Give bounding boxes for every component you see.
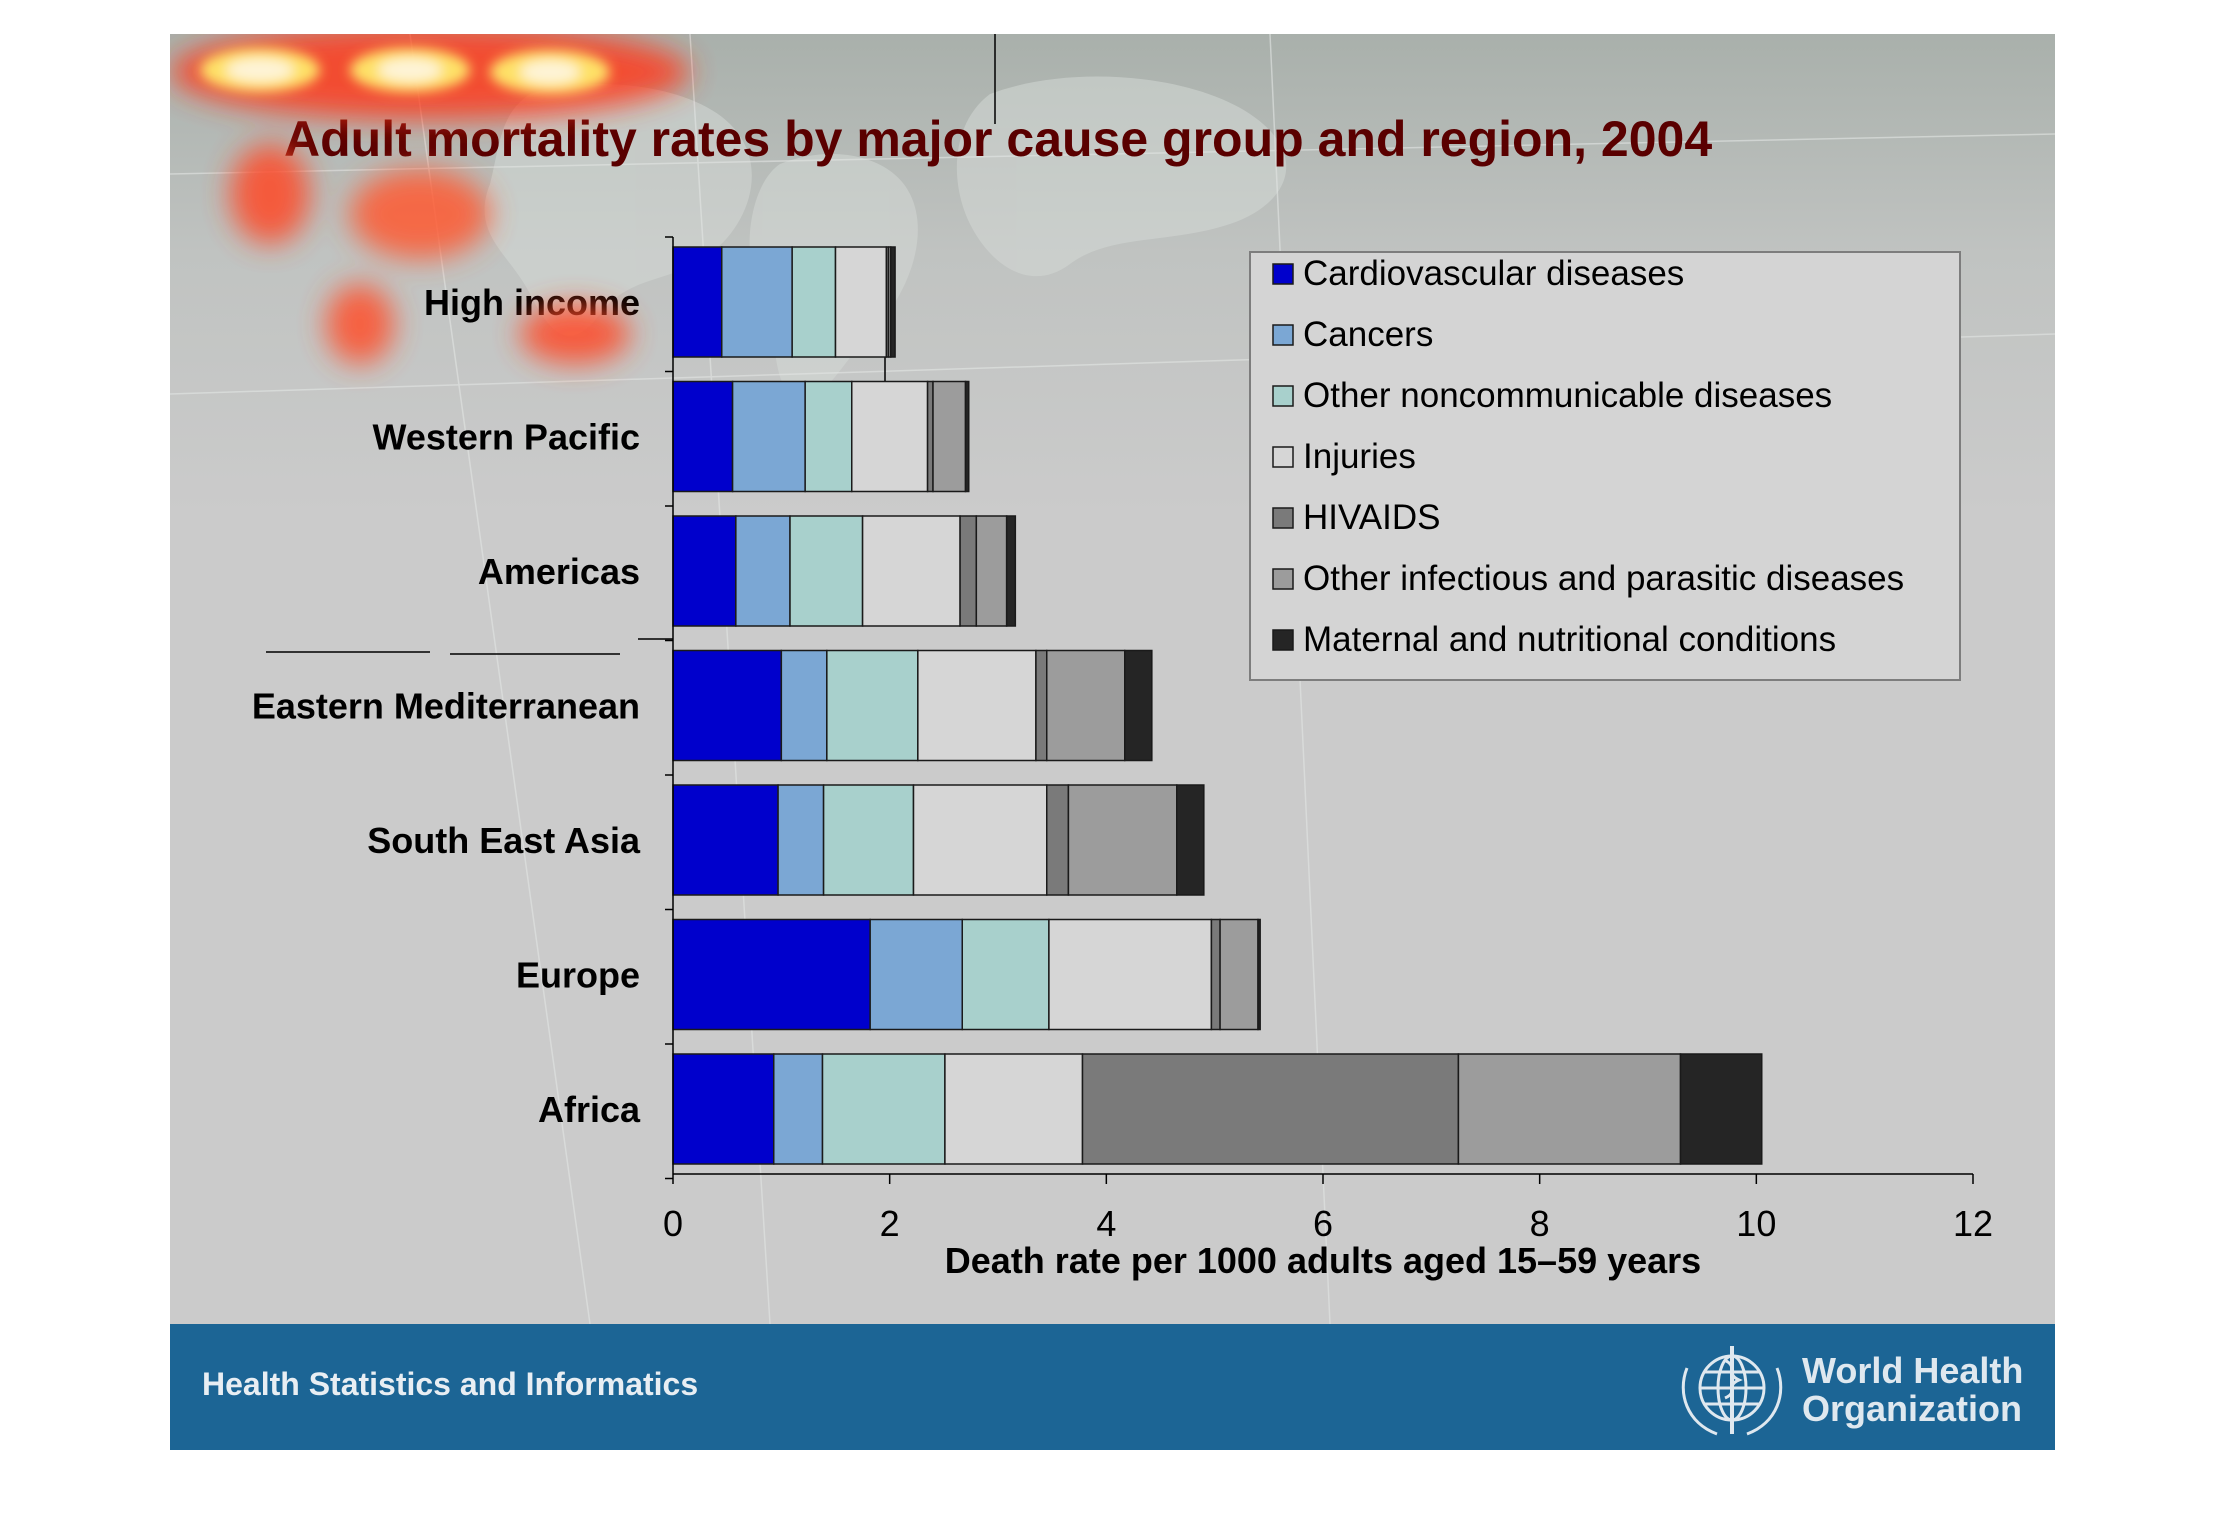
x-axis-label: Death rate per 1000 adults aged 15–59 ye… [945, 1240, 1701, 1281]
bar-segment [975, 515, 1008, 627]
legend-swatch [1272, 629, 1294, 651]
category-label: Western Pacific [373, 417, 640, 458]
bar-segment [672, 246, 723, 358]
bar-segment [1679, 1053, 1763, 1165]
bar-segment [944, 1053, 1084, 1165]
category-label: Eastern Mediterranean [252, 686, 640, 727]
bar-segment [672, 515, 737, 627]
legend-swatch [1272, 568, 1294, 590]
bar-segment [912, 784, 1048, 896]
bar-segment [672, 1053, 775, 1165]
bar-segment [672, 649, 783, 762]
bar-segment [851, 380, 929, 493]
bar-segment [1081, 1053, 1460, 1165]
bar-segment [777, 784, 825, 896]
bar-segment [826, 649, 919, 762]
bar-segment [1067, 784, 1178, 896]
bar-segment [822, 784, 915, 896]
bar-segment [959, 515, 978, 627]
bar-segment [672, 380, 734, 493]
legend-swatch [1272, 446, 1294, 468]
legend-box [1249, 251, 1961, 681]
who-emblem-icon [1681, 1346, 1783, 1436]
bar-segment [821, 1053, 946, 1165]
x-tick-label: 12 [1953, 1203, 1993, 1244]
category-label: Europe [516, 955, 640, 996]
legend-swatch [1272, 507, 1294, 529]
bar-segment [773, 1053, 824, 1165]
footer-department: Health Statistics and Informatics [202, 1366, 699, 1402]
x-tick-label: 8 [1530, 1203, 1550, 1244]
bar-segment [672, 918, 871, 1031]
x-tick-label: 10 [1736, 1203, 1776, 1244]
bar-segment [672, 784, 779, 896]
who-wordmark: World Health Organization [1802, 1352, 2023, 1428]
category-label: Americas [478, 551, 640, 592]
bar-segment [1210, 918, 1221, 1031]
bar-segment [1035, 649, 1048, 762]
x-tick-label: 4 [1096, 1203, 1116, 1244]
bar-segment [1257, 918, 1261, 1031]
bar-segment [1046, 649, 1126, 762]
bar-segment [1046, 784, 1070, 896]
x-tick-label: 2 [880, 1203, 900, 1244]
who-wordmark-line1: World Health [1802, 1350, 2024, 1391]
bar-segment [1219, 918, 1259, 1031]
legend-swatch [1272, 263, 1294, 285]
bar-segment [804, 380, 853, 493]
bar-segment [890, 246, 896, 358]
legend-label: Maternal and nutritional conditions [1303, 620, 1836, 659]
legend-label: Cardiovascular diseases [1303, 254, 1684, 293]
bar-segment [869, 918, 964, 1031]
chart-title: Adult mortality rates by major cause gro… [284, 111, 1712, 167]
bar-segment [1048, 918, 1213, 1031]
bar-segment [932, 380, 967, 493]
legend: Cardiovascular diseases Cancers Other nonc… [1249, 251, 1961, 681]
bar-segment [1005, 515, 1017, 627]
slide: Adult mortality rates by major cause gro… [170, 34, 2055, 1450]
bar-segment [789, 515, 864, 627]
bar-segment [964, 380, 970, 493]
who-wordmark-line2: Organization [1802, 1388, 2023, 1429]
footer-bar: Health Statistics and Informatics World … [170, 1324, 2055, 1450]
legend-label: Cancers [1303, 315, 1433, 354]
bar-segment [735, 515, 791, 627]
bars-layer [672, 246, 1763, 1165]
bar-segment [917, 649, 1037, 762]
category-label: South East Asia [367, 820, 641, 861]
bar-segment [721, 246, 793, 358]
bar-segment [731, 380, 806, 493]
bar-segment [926, 380, 934, 493]
legend-label: Injuries [1303, 437, 1416, 476]
legend-label: HIVAIDS [1303, 498, 1440, 537]
bar-segment [780, 649, 828, 762]
bar-segment [791, 246, 837, 358]
category-label: High income [424, 282, 640, 323]
bar-segment [1176, 784, 1205, 896]
legend-label: Other noncommunicable diseases [1303, 376, 1832, 415]
x-tick-label: 0 [663, 1203, 683, 1244]
bar-segment [1124, 649, 1153, 762]
chart: Adult mortality rates by major cause gro… [252, 34, 1993, 1281]
legend-label: Other infectious and parasitic diseases [1303, 559, 1904, 598]
category-label: Africa [538, 1089, 641, 1130]
legend-swatch [1272, 324, 1294, 346]
bar-segment [834, 246, 888, 358]
bar-segment [961, 918, 1050, 1031]
bar-segment [861, 515, 961, 627]
bar-segment [1457, 1053, 1682, 1165]
x-tick-label: 6 [1313, 1203, 1333, 1244]
legend-swatch [1272, 385, 1294, 407]
